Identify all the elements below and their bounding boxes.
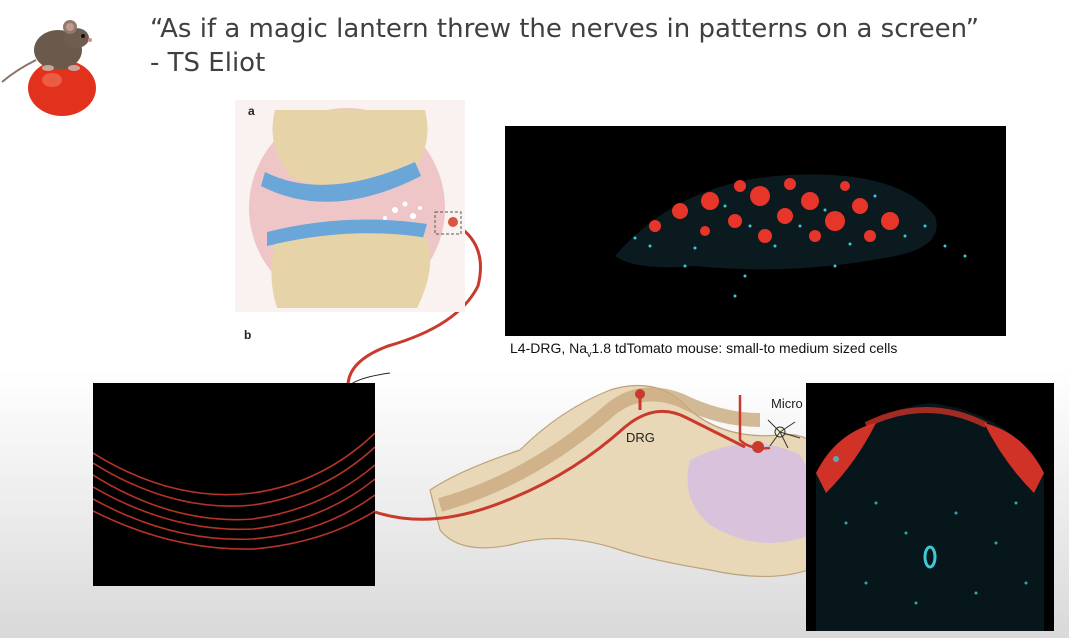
- panel-a-label: a: [248, 104, 255, 118]
- drg-caption: L4-DRG, Nav1.8 tdTomato mouse: small-to …: [510, 340, 898, 359]
- nerve-fiber-micrograph: [93, 383, 375, 586]
- slide-title: “As if a magic lantern threw the nerves …: [150, 12, 1050, 80]
- central-canal: [923, 545, 937, 569]
- quote-attribution: - TS Eliot: [150, 48, 266, 78]
- drg-micrograph: [505, 126, 1006, 336]
- panel-b-label: b: [244, 328, 252, 342]
- joint-illustration: [235, 100, 465, 312]
- tdtomato-cells: [649, 178, 899, 243]
- nerve-fiber: [346, 224, 482, 387]
- quote-text: “As if a magic lantern threw the nerves …: [150, 14, 980, 44]
- upper-cartilage: [261, 162, 421, 202]
- nuclei-dots: [633, 194, 967, 298]
- drg-label: DRG: [626, 430, 655, 445]
- mouse-on-tomato-icon: [1, 20, 96, 116]
- microglia-label: Micro: [771, 396, 803, 411]
- microglia-icon: [767, 419, 801, 449]
- drg-cell-body: [635, 389, 645, 399]
- lower-bone: [271, 233, 431, 308]
- spinal-cord-micrograph: [806, 383, 1054, 631]
- upper-bone: [272, 110, 428, 190]
- dorsal-horn-shape: [687, 443, 814, 543]
- lower-cartilage: [267, 219, 427, 246]
- nerve-fibers: [93, 432, 375, 550]
